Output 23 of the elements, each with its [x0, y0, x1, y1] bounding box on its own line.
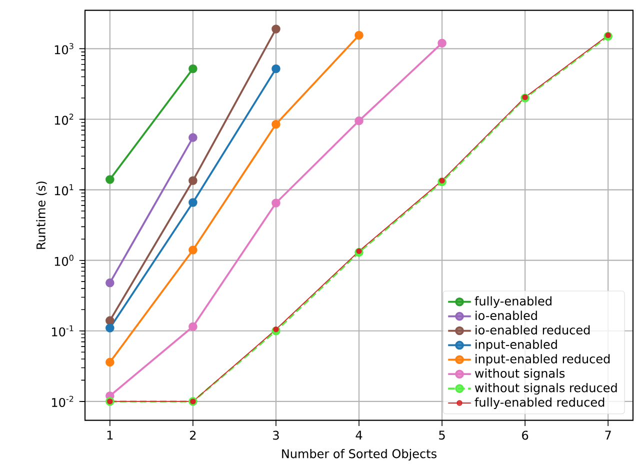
legend-label: io-enabled — [476, 310, 537, 320]
y-tick-label: 10$^{3}$ — [54, 42, 74, 54]
x-tick-label: 6 — [522, 430, 528, 440]
legend-label: without signals — [474, 368, 565, 380]
x-tick-label: 3 — [273, 430, 279, 440]
x-tick-label: 1 — [107, 430, 113, 440]
x-tick-label: 2 — [190, 430, 196, 440]
legend-label: fully-enabled — [474, 296, 552, 308]
legend-label: input-enabled reduced — [476, 354, 610, 366]
x-tick-label: 4 — [356, 430, 362, 440]
y-tick-label: 10$^{0}$ — [54, 254, 74, 266]
legend-label: input-enabled — [476, 339, 557, 352]
legend-label: fully-enabled reduced — [474, 397, 604, 409]
x-tick-label: 7 — [605, 430, 611, 440]
y-axis-title: Runtime (s) — [36, 181, 47, 249]
legend-label: without signals reduced — [474, 382, 617, 394]
y-tick-label: 10$^{2}$ — [54, 113, 74, 125]
x-tick-label: 5 — [439, 430, 445, 440]
legend-label: io-enabled reduced — [476, 325, 590, 334]
x-axis-title: Number of Sorted Objects — [282, 448, 436, 460]
y-tick-label: 10$^{1}$ — [54, 184, 74, 196]
y-tick-label: 10$^{-2}$ — [52, 396, 74, 407]
y-tick-label: 10$^{-1}$ — [52, 325, 74, 336]
